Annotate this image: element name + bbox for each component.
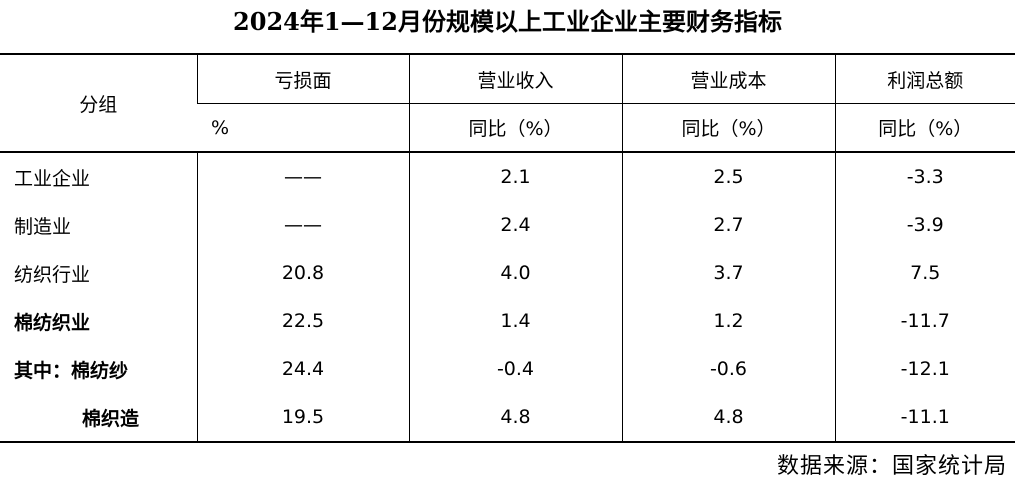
column-unit: 同比（%） — [834, 103, 1015, 153]
cell: 4.8 — [408, 393, 622, 442]
column-header: 利润总额 — [834, 54, 1015, 104]
cell: -11.7 — [834, 297, 1015, 345]
row-label: 制造业 — [14, 215, 72, 238]
cell: 20.8 — [196, 249, 409, 297]
cell: —— — [196, 152, 409, 201]
group-header: 分组 — [0, 54, 197, 153]
data-table: 分组 亏损面 营业收入 营业成本 利润总额 % 同比（%） 同比（%） 同比（%… — [0, 53, 1015, 443]
cell: 4.8 — [621, 393, 835, 442]
cell: -3.9 — [834, 201, 1015, 249]
cell: 2.7 — [621, 201, 835, 249]
title: 2024年1—12月份规模以上工业企业主要财务指标 — [233, 7, 782, 36]
row-label: 棉织造 — [82, 407, 140, 430]
cell: 1.2 — [621, 297, 835, 345]
unit-row: % 同比（%） 同比（%） 同比（%） — [0, 103, 1015, 153]
row-label: 工业企业 — [14, 167, 91, 190]
data-row: 棉织造 19.5 4.8 4.8 -11.1 — [0, 393, 1015, 442]
column-unit: 同比（%） — [621, 103, 835, 153]
column-header: 营业成本 — [621, 54, 835, 104]
data-row: 制造业 —— 2.4 2.7 -3.9 — [0, 201, 1015, 249]
column-unit: 同比（%） — [408, 103, 622, 153]
source: 数据来源：国家统计局 — [776, 454, 1007, 479]
cell: -12.1 — [834, 345, 1015, 393]
cell: 4.0 — [408, 249, 622, 297]
column-unit: % — [197, 103, 409, 153]
header-row: 分组 亏损面 营业收入 营业成本 利润总额 — [0, 54, 1015, 153]
cell: 2.4 — [408, 201, 622, 249]
cell: 1.4 — [408, 297, 622, 345]
row-label: 纺织行业 — [14, 263, 91, 286]
cell: -0.4 — [408, 345, 622, 393]
data-row: 棉纺织业 22.5 1.4 1.2 -11.7 — [0, 297, 1015, 345]
cell: 3.7 — [621, 249, 835, 297]
cell: 7.5 — [834, 249, 1015, 297]
row-label: 其中：棉纺纱 — [14, 359, 129, 382]
data-row: 其中：棉纺纱 24.4 -0.4 -0.6 -12.1 — [0, 345, 1015, 393]
cell: 22.5 — [196, 297, 409, 345]
cell: -3.3 — [834, 152, 1015, 201]
column-header: 亏损面 — [196, 54, 409, 104]
cell: 19.5 — [196, 393, 409, 442]
cell: —— — [196, 201, 409, 249]
data-row: 纺织行业 20.8 4.0 3.7 7.5 — [0, 249, 1015, 297]
row-label: 棉纺织业 — [14, 311, 91, 334]
column-header: 营业收入 — [408, 54, 622, 104]
cell: -0.6 — [621, 345, 835, 393]
cell: 2.5 — [621, 152, 835, 201]
cell: 2.1 — [408, 152, 622, 201]
cell: 24.4 — [196, 345, 409, 393]
data-row: 工业企业 —— 2.1 2.5 -3.3 — [0, 152, 1015, 201]
cell: -11.1 — [834, 393, 1015, 442]
